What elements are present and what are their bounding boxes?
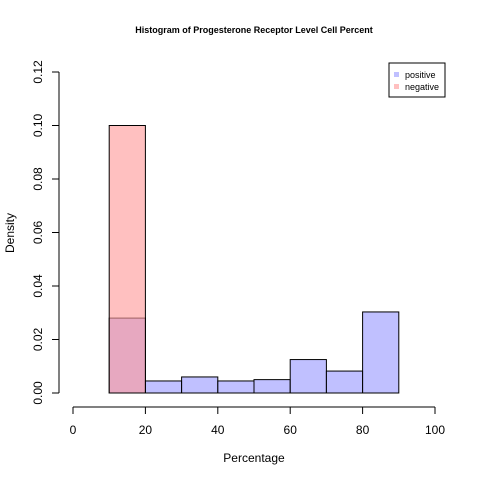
- y-tick-label: 0.10: [31, 113, 45, 137]
- x-tick-label: 0: [70, 423, 77, 437]
- y-tick-label: 0.00: [31, 381, 45, 405]
- bar-negative-0: [108, 125, 146, 394]
- y-tick-label: 0.12: [31, 60, 45, 84]
- x-axis: 0 20 40 60 80 100: [70, 406, 445, 437]
- legend: positive negative: [388, 62, 446, 98]
- chart-title: Histogram of Progesterone Receptor Level…: [135, 25, 373, 35]
- x-tick-label: 40: [211, 423, 225, 437]
- y-axis-label: Density: [3, 213, 17, 253]
- y-tick-label: 0.08: [31, 167, 45, 191]
- x-tick-label: 80: [356, 423, 370, 437]
- bar-positive-7: [362, 311, 400, 394]
- y-tick-label: 0.02: [31, 327, 45, 351]
- legend-label-positive: positive: [405, 70, 436, 80]
- y-tick-label: 0.04: [31, 274, 45, 298]
- x-tick-label: 100: [425, 423, 445, 437]
- legend-swatch-positive: [394, 72, 399, 77]
- y-tick-label: 0.06: [31, 220, 45, 244]
- bar-positive-5: [289, 359, 327, 394]
- legend-swatch-negative: [394, 84, 399, 89]
- x-tick-label: 20: [139, 423, 153, 437]
- x-tick-label: 60: [284, 423, 298, 437]
- bar-positive-6: [325, 370, 364, 394]
- bars-group: [108, 125, 400, 394]
- bar-positive-4: [253, 379, 291, 394]
- bar-positive-1: [144, 380, 183, 394]
- legend-box: [388, 62, 446, 98]
- bar-positive-2: [181, 376, 219, 394]
- x-axis-label: Percentage: [223, 451, 285, 465]
- bar-positive-3: [217, 380, 255, 394]
- legend-label-negative: negative: [405, 82, 439, 92]
- y-axis: 0.00 0.02 0.04 0.06 0.08 0.10 0.12: [31, 60, 60, 405]
